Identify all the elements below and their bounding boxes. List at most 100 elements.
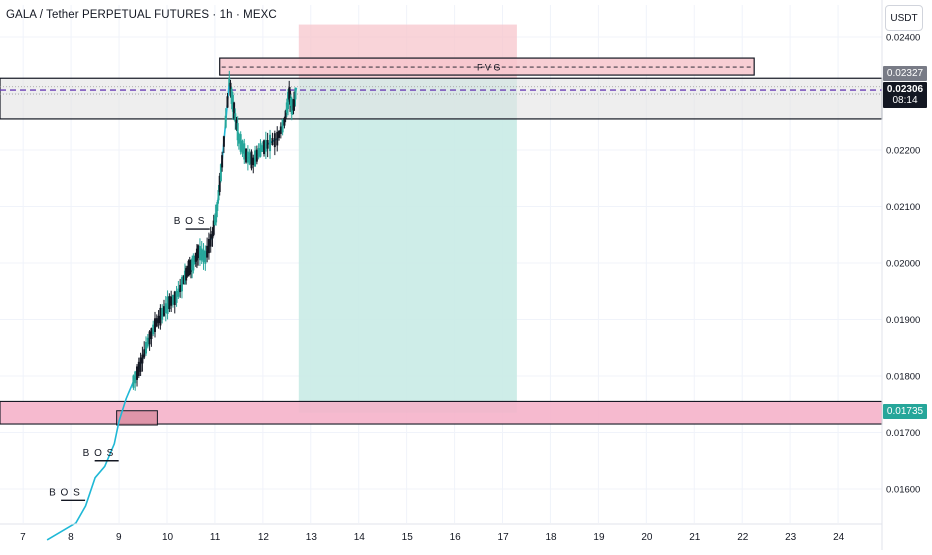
candle-body <box>264 139 267 152</box>
candle-body <box>239 134 242 152</box>
y-tick-label: 0.02400 <box>886 33 920 44</box>
candle-body <box>206 245 209 258</box>
candle-body <box>213 216 216 226</box>
fvg-box <box>219 57 755 76</box>
candle-body <box>195 248 198 261</box>
candle-body <box>168 296 171 310</box>
y-tick-label: 0.02100 <box>886 202 920 213</box>
x-tick-label: 21 <box>689 532 701 543</box>
x-tick-label: 22 <box>737 532 749 543</box>
fvg-price-tag: 0.02327 <box>883 66 927 81</box>
candle-body <box>132 375 135 388</box>
candle-body <box>189 259 192 272</box>
candle-body <box>216 202 219 211</box>
candle-body <box>200 248 203 261</box>
x-tick-label: 19 <box>593 532 605 543</box>
candle-body <box>192 255 195 271</box>
x-tick-label: 17 <box>498 532 510 543</box>
candle-body <box>233 102 236 119</box>
bos-label: B O S <box>174 216 206 227</box>
candle-body <box>185 268 188 281</box>
candle-body <box>284 110 287 119</box>
candle-body <box>219 164 222 182</box>
candle-body <box>290 98 293 115</box>
candle-body <box>217 190 220 201</box>
candle-body <box>137 361 140 377</box>
candle-body <box>237 133 240 144</box>
x-tick-label: 16 <box>450 532 462 543</box>
candle-body <box>276 131 279 146</box>
candle-body <box>134 371 137 384</box>
candle-body <box>252 157 255 165</box>
candle-body <box>141 354 144 364</box>
candle-body <box>159 307 162 326</box>
candle-body <box>186 267 189 276</box>
candle-body <box>157 315 160 324</box>
y-tick-label: 0.01600 <box>886 485 920 496</box>
x-tick-label: 23 <box>785 532 797 543</box>
y-tick-label: 0.01900 <box>886 315 920 326</box>
candle-body <box>183 270 186 284</box>
x-tick-label: 8 <box>68 532 74 543</box>
candle-body <box>222 136 225 147</box>
chart-title: GALA / Tether PERPETUAL FUTURES · 1h · M… <box>6 9 277 21</box>
candle-body <box>173 291 176 306</box>
candle-body <box>235 119 238 130</box>
candle-body <box>215 204 218 223</box>
candle-body <box>202 249 205 263</box>
candle-body <box>193 256 196 265</box>
candle-body <box>266 140 269 149</box>
candle-body <box>145 341 148 354</box>
y-tick-label: 0.02200 <box>886 146 920 157</box>
x-tick-label: 10 <box>162 532 174 543</box>
candle-body <box>269 134 272 152</box>
x-tick-label: 11 <box>210 532 221 543</box>
candle-body <box>273 133 276 148</box>
order-block-box <box>116 410 158 426</box>
y-tick-label: 0.02000 <box>886 259 920 270</box>
candle-body <box>194 252 197 262</box>
candle-body <box>211 231 214 239</box>
candle-body <box>291 106 294 115</box>
currency-button[interactable]: USDT <box>885 5 923 31</box>
candle-body <box>175 290 178 303</box>
candle-body <box>257 148 260 158</box>
take-profit-zone <box>298 78 517 413</box>
candle-body <box>177 288 180 297</box>
candle-body <box>180 277 183 292</box>
candle-body <box>179 284 182 292</box>
bos-label: B O S <box>49 487 81 498</box>
candle-body <box>289 90 292 105</box>
candle-body <box>221 155 224 168</box>
candle-body <box>241 140 244 154</box>
bos-label: B O S <box>83 448 115 459</box>
candle-body <box>279 126 282 134</box>
x-tick-label: 12 <box>258 532 270 543</box>
candle-body <box>285 102 288 113</box>
candle-body <box>248 152 251 165</box>
candle-body <box>261 145 264 152</box>
candle-body <box>204 250 207 264</box>
candle-body <box>136 366 139 380</box>
candle-body <box>209 234 212 247</box>
candle-body <box>228 78 231 87</box>
resistance-zone <box>0 77 883 120</box>
candle-body <box>243 143 246 160</box>
countdown-timer: 08:14 <box>892 95 918 106</box>
candle-body <box>287 92 290 109</box>
candle-body <box>236 123 239 141</box>
x-tick-label: 18 <box>545 532 557 543</box>
target-price-tag: 0.01735 <box>883 404 927 419</box>
y-tick-label: 0.01800 <box>886 372 920 383</box>
x-tick-label: 13 <box>306 532 318 543</box>
candle-body <box>255 149 258 162</box>
candle-body <box>188 260 191 275</box>
x-tick-label: 15 <box>402 532 414 543</box>
x-tick-label: 9 <box>116 532 122 543</box>
current-price-tag: 0.02306 08:14 <box>883 82 927 108</box>
candle-body <box>226 96 229 108</box>
x-tick-label: 20 <box>641 532 653 543</box>
candle-body <box>150 328 153 340</box>
